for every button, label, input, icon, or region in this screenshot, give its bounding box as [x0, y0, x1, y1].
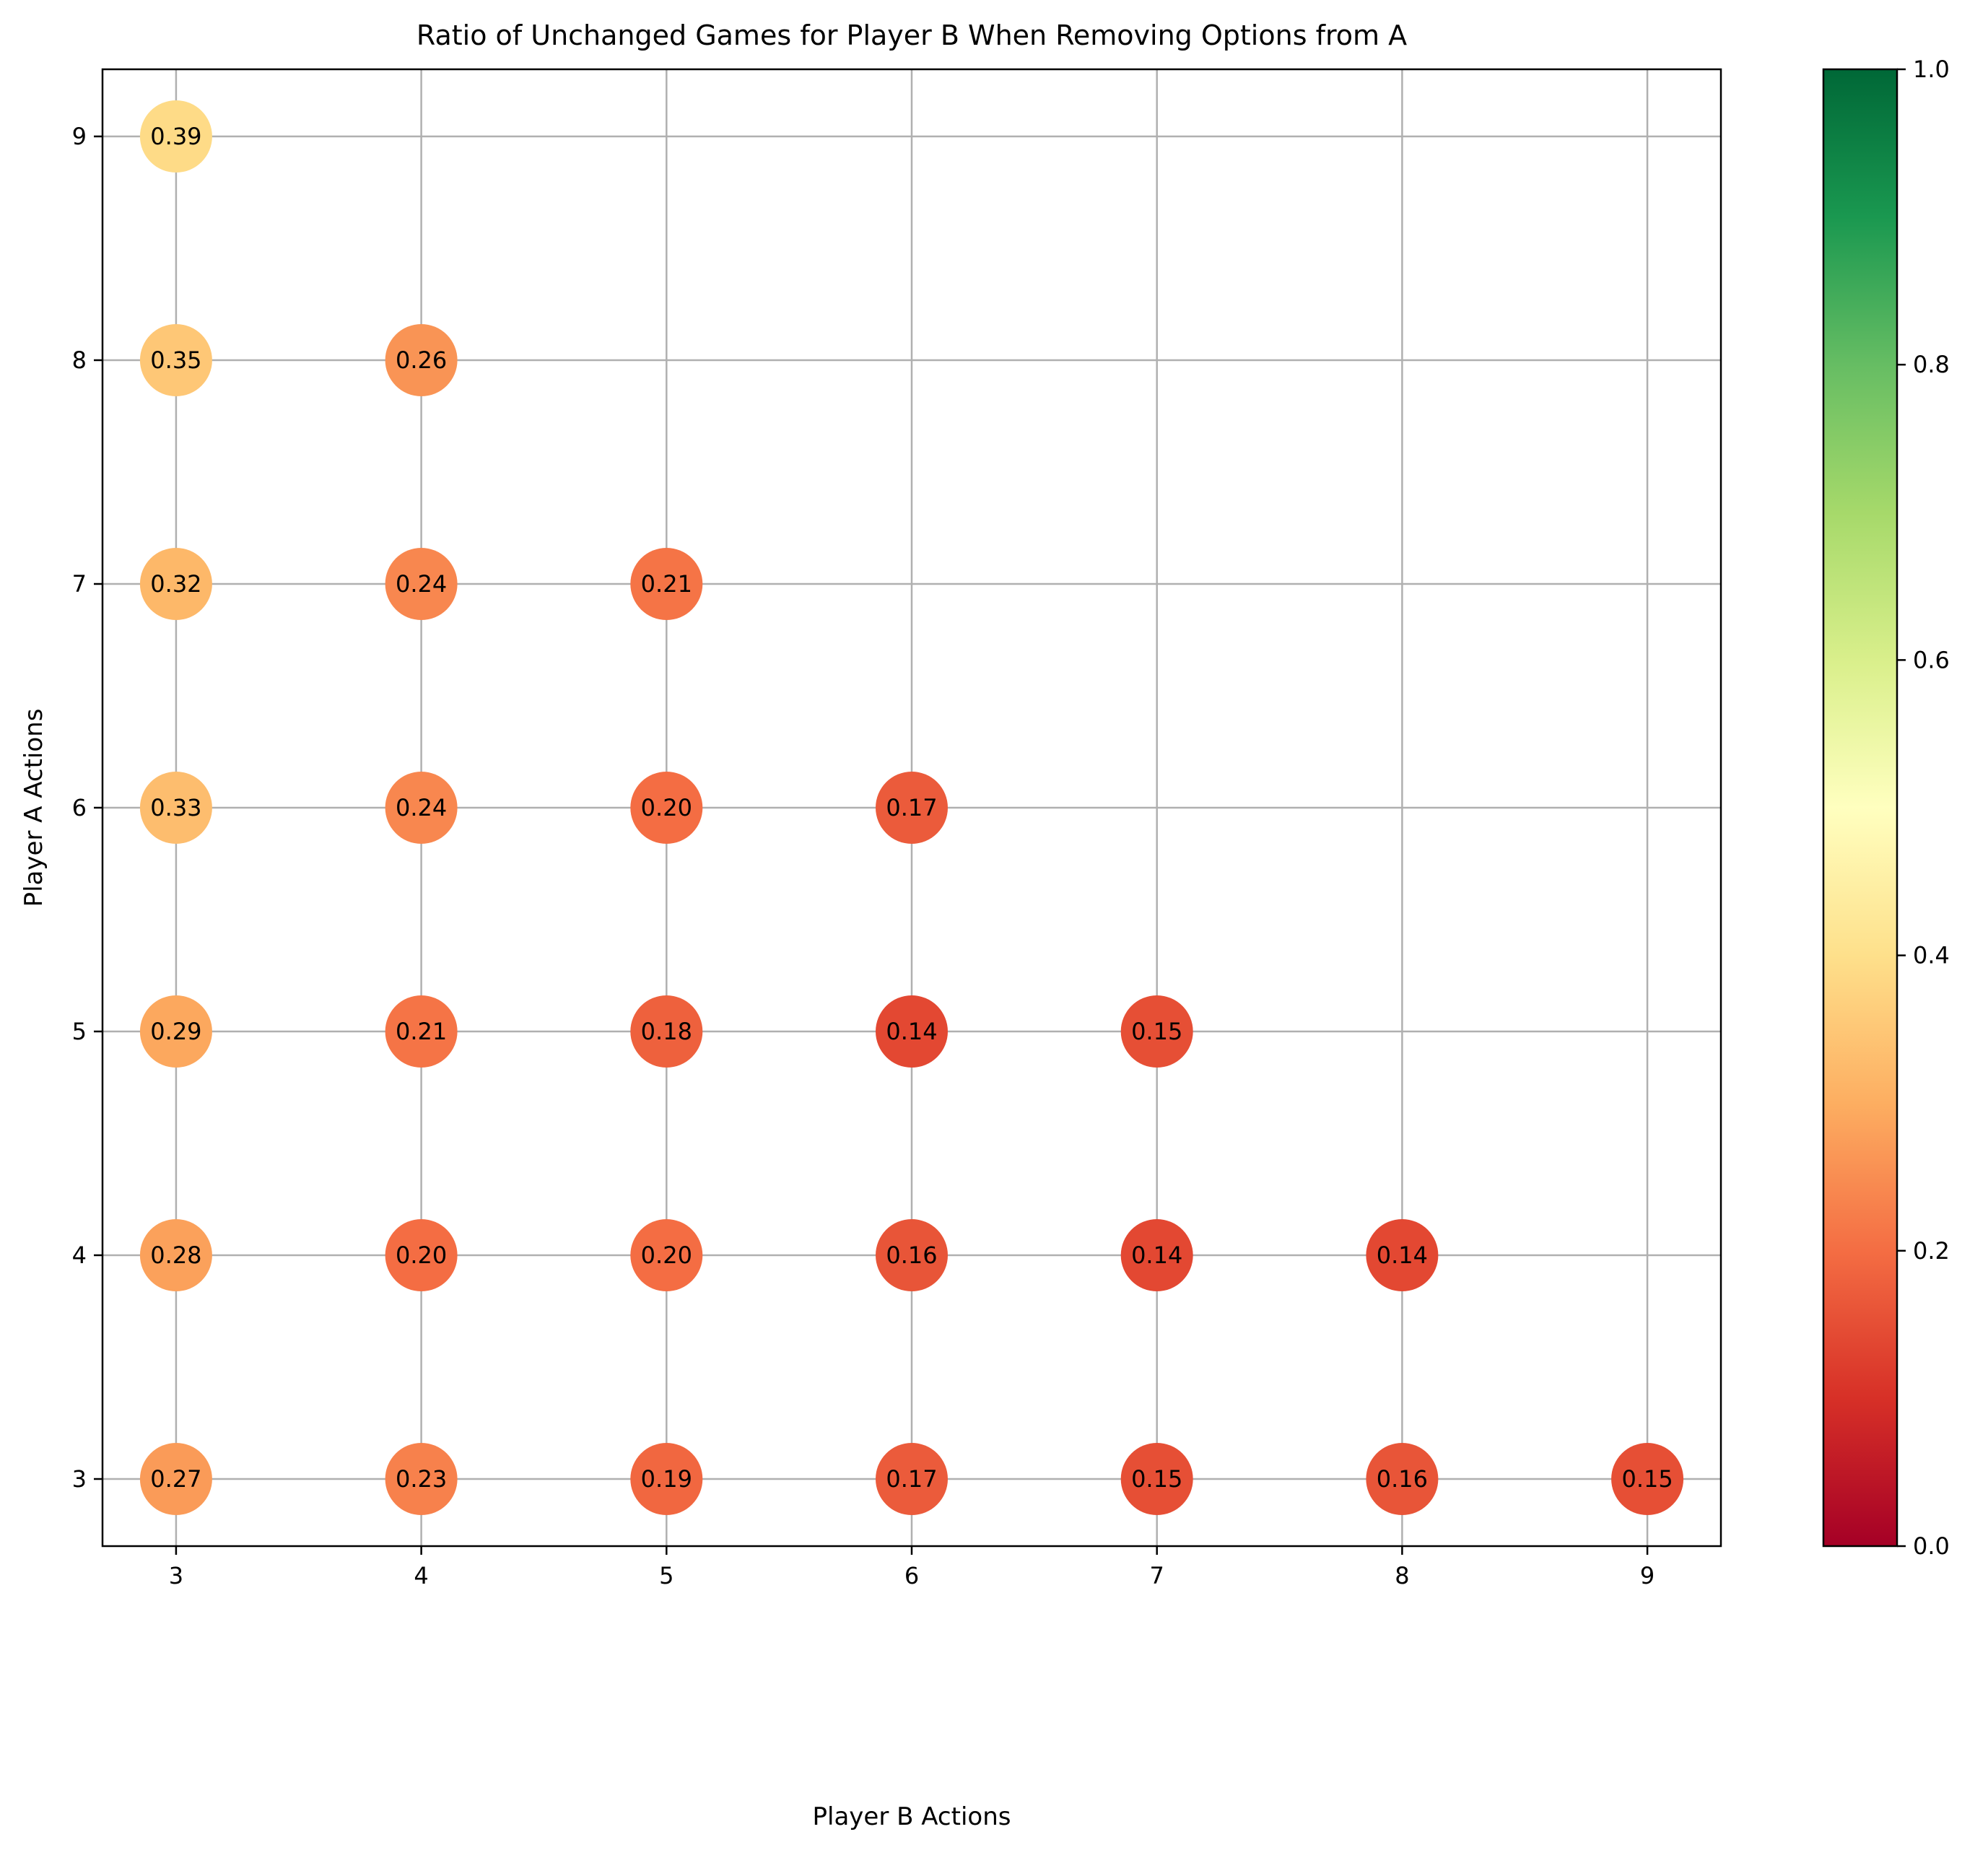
data-point	[876, 772, 948, 844]
data-point	[630, 1443, 703, 1515]
colorbar: 0.0 0.2 0.4 0.6 0.8 1.0	[1822, 56, 1950, 1560]
x-tick-label: 8	[1395, 1562, 1409, 1589]
data-point	[139, 100, 212, 173]
data-point-label: 0.18	[641, 1018, 692, 1045]
colorbar-tick-label: 0.4	[1913, 942, 1950, 969]
y-tick-label: 9	[72, 123, 87, 150]
data-point	[1611, 1443, 1684, 1515]
data-point-label: 0.33	[150, 794, 201, 821]
data-points	[139, 100, 1684, 1515]
x-tick-label: 4	[414, 1562, 428, 1589]
data-point-label: 0.14	[1131, 1242, 1182, 1269]
data-point-label: 0.29	[150, 1018, 201, 1045]
data-point	[139, 548, 212, 620]
colorbar-gradient	[1822, 68, 1898, 1548]
data-point	[630, 772, 703, 844]
data-point	[1120, 995, 1193, 1068]
data-point-label: 0.27	[150, 1465, 201, 1493]
data-point-label: 0.15	[1131, 1465, 1182, 1493]
data-point-label: 0.28	[150, 1242, 201, 1269]
y-tick-label: 8	[72, 346, 87, 374]
grid-lines	[103, 69, 1721, 1546]
data-point	[1366, 1219, 1439, 1291]
data-point-label: 0.20	[641, 1242, 692, 1269]
colorbar-tick-label: 0.8	[1913, 351, 1950, 378]
y-axis-label: Player A Actions	[19, 709, 48, 907]
x-tick-label: 9	[1640, 1562, 1655, 1589]
data-point	[630, 995, 703, 1068]
colorbar-tick-label: 0.6	[1913, 646, 1950, 673]
data-point	[385, 772, 458, 844]
data-point	[385, 1443, 458, 1515]
x-axis-label: Player B Actions	[813, 1802, 1011, 1831]
data-point-label: 0.39	[150, 123, 201, 150]
data-point-label: 0.32	[150, 570, 201, 598]
data-point-label: 0.24	[396, 570, 447, 598]
colorbar-ticks: 0.0 0.2 0.4 0.6 0.8 1.0	[1897, 56, 1950, 1560]
data-point	[139, 1443, 212, 1515]
data-point	[876, 995, 948, 1068]
colorbar-tick-label: 0.2	[1913, 1237, 1950, 1265]
data-point	[876, 1443, 948, 1515]
data-point-label: 0.14	[886, 1018, 937, 1045]
data-point	[385, 324, 458, 396]
data-point-label: 0.14	[1377, 1242, 1428, 1269]
y-tick-label: 7	[72, 570, 87, 598]
y-tick-label: 5	[72, 1018, 87, 1045]
data-point	[139, 995, 212, 1068]
x-axis-ticks: 3 4 5 6 7 8 9	[169, 1546, 1655, 1589]
data-point	[385, 995, 458, 1068]
data-point	[139, 324, 212, 396]
x-tick-label: 5	[659, 1562, 673, 1589]
data-point-label: 0.17	[886, 1465, 937, 1493]
data-point-label: 0.19	[641, 1465, 692, 1493]
data-point	[385, 548, 458, 620]
data-point	[385, 1219, 458, 1291]
data-point	[1120, 1443, 1193, 1515]
y-axis-ticks: 3 4 5 6 7 8 9	[72, 123, 103, 1493]
data-point-label: 0.15	[1621, 1465, 1673, 1493]
y-tick-label: 3	[72, 1465, 87, 1493]
data-point	[139, 1219, 212, 1291]
x-tick-label: 6	[904, 1562, 919, 1589]
x-tick-label: 3	[169, 1562, 183, 1589]
data-point-label: 0.16	[886, 1242, 937, 1269]
data-point-label: 0.35	[150, 346, 201, 374]
data-point-label: 0.16	[1377, 1465, 1428, 1493]
data-point-label: 0.17	[886, 794, 937, 821]
y-tick-label: 6	[72, 794, 87, 821]
colorbar-tick-label: 1.0	[1913, 56, 1950, 83]
y-tick-label: 4	[72, 1242, 87, 1269]
data-labels: 0.39 0.35 0.26 0.32 0.24 0.21 0.33 0.24 0.20 0.17…	[150, 123, 1673, 1493]
data-point	[630, 1219, 703, 1291]
data-point-label: 0.15	[1131, 1018, 1182, 1045]
x-tick-label: 7	[1150, 1562, 1164, 1589]
data-point	[139, 772, 212, 844]
colorbar-tick-label: 0.0	[1913, 1532, 1950, 1560]
data-point-label: 0.20	[641, 794, 692, 821]
data-point	[630, 548, 703, 620]
data-point-label: 0.21	[641, 570, 692, 598]
data-point-label: 0.20	[396, 1242, 447, 1269]
data-point	[1366, 1443, 1439, 1515]
data-point-label: 0.21	[396, 1018, 447, 1045]
data-point	[876, 1219, 948, 1291]
data-point-label: 0.24	[396, 794, 447, 821]
chart-title: Ratio of Unchanged Games for Player B Wh…	[417, 19, 1407, 51]
data-point-label: 0.26	[396, 346, 447, 374]
data-point-label: 0.23	[396, 1465, 447, 1493]
data-point	[1120, 1219, 1193, 1291]
